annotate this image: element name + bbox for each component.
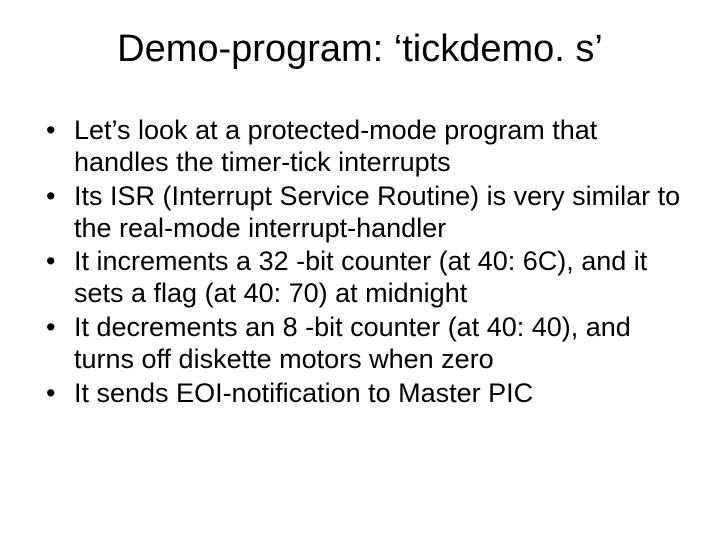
slide: Demo-program: ‘tickdemo. s’ Let’s look a… (0, 0, 720, 540)
bullet-item: It decrements an 8 -bit counter (at 40: … (40, 312, 684, 376)
bullet-list: Let’s look at a protected-mode program t… (40, 115, 684, 410)
bullet-item: Let’s look at a protected-mode program t… (40, 115, 684, 179)
bullet-item: It increments a 32 -bit counter (at 40: … (40, 246, 684, 310)
bullet-item: Its ISR (Interrupt Service Routine) is v… (40, 181, 684, 245)
slide-title: Demo-program: ‘tickdemo. s’ (36, 28, 684, 71)
bullet-item: It sends EOI-notification to Master PIC (40, 378, 684, 410)
